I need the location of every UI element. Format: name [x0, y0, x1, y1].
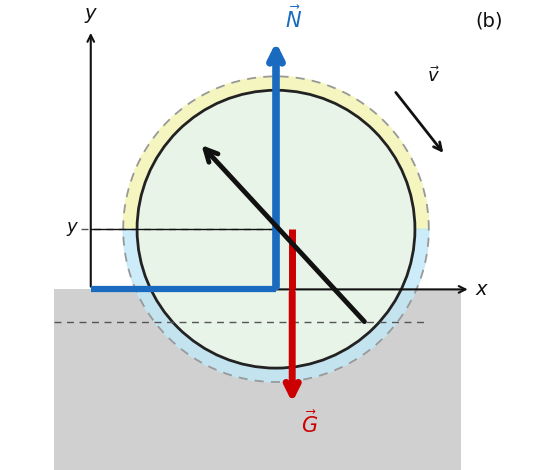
Bar — [54, 290, 461, 470]
Text: $x$: $x$ — [475, 280, 489, 299]
Text: $\vec{G}$: $\vec{G}$ — [301, 410, 319, 437]
Text: (b): (b) — [475, 12, 503, 31]
Text: $y$: $y$ — [84, 7, 98, 25]
Text: $\vec{v}$: $\vec{v}$ — [427, 66, 439, 86]
Text: $y$: $y$ — [66, 220, 79, 238]
Text: $\vec{F}_D$: $\vec{F}_D$ — [338, 209, 360, 235]
Text: $\vec{N}$: $\vec{N}$ — [285, 6, 302, 32]
Polygon shape — [123, 76, 429, 229]
Polygon shape — [123, 229, 429, 382]
Circle shape — [137, 90, 415, 368]
